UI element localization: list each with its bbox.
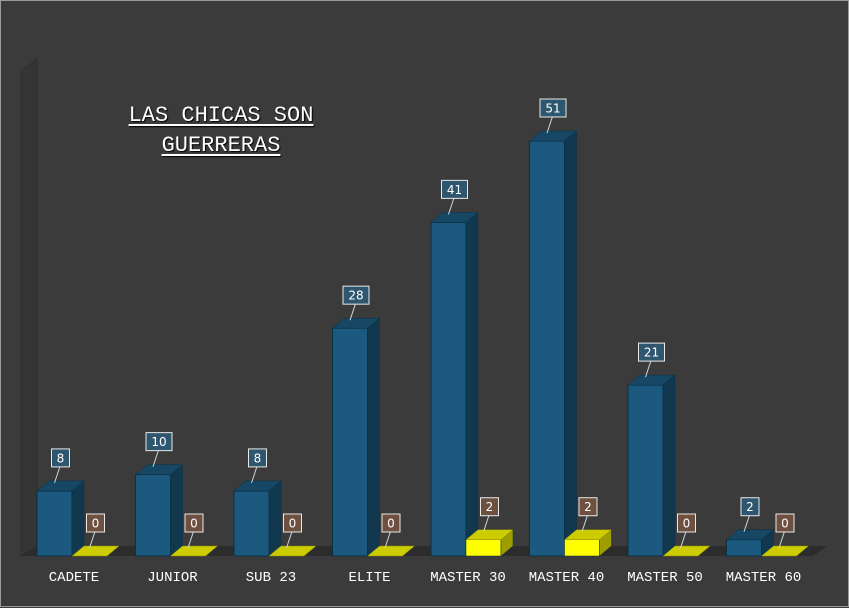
data-label-1-4: 2 bbox=[486, 500, 494, 514]
bar-0-0 bbox=[36, 490, 73, 557]
leader-0-6 bbox=[645, 358, 652, 378]
data-label-box-1-1 bbox=[184, 513, 204, 533]
data-label-0-1: 10 bbox=[151, 435, 166, 449]
bar-top-0-0 bbox=[36, 480, 85, 492]
bar-top-0-4 bbox=[430, 212, 479, 223]
x-tick-label-1: JUNIOR bbox=[147, 570, 198, 586]
data-label-1-1: 0 bbox=[190, 517, 198, 531]
leader-1-1 bbox=[187, 529, 195, 549]
data-label-1-2: 0 bbox=[289, 517, 297, 531]
data-label-1-5: 2 bbox=[584, 500, 592, 514]
leader-1-6 bbox=[680, 529, 687, 549]
x-tick-label-2: SUB 23 bbox=[246, 570, 296, 586]
leader-1-5 bbox=[581, 513, 589, 532]
leader-1-2 bbox=[286, 529, 293, 549]
data-label-0-7: 2 bbox=[746, 500, 754, 514]
x-tick-label-7: MASTER 60 bbox=[726, 570, 802, 586]
data-label-box-0-4 bbox=[441, 179, 468, 199]
leader-0-7 bbox=[743, 513, 751, 532]
x-tick-label-6: MASTER 50 bbox=[627, 570, 703, 586]
x-tick-label-4: MASTER 30 bbox=[430, 570, 506, 586]
bar-top-1-4 bbox=[465, 529, 514, 540]
bar-top-1-5 bbox=[563, 529, 613, 540]
chart-floor bbox=[21, 546, 827, 556]
data-label-box-0-5 bbox=[539, 98, 567, 118]
data-label-box-1-7 bbox=[775, 513, 795, 533]
data-label-box-0-6 bbox=[638, 342, 665, 362]
data-label-0-4: 41 bbox=[447, 183, 462, 197]
bar-side-0-0 bbox=[71, 480, 85, 557]
data-label-0-5: 51 bbox=[545, 102, 560, 116]
leader-1-4 bbox=[483, 513, 490, 532]
leader-1-0 bbox=[89, 529, 96, 549]
data-label-box-0-0 bbox=[51, 448, 70, 468]
x-tick-label-0: CADETE bbox=[49, 570, 99, 586]
bar-side-0-6 bbox=[662, 374, 676, 557]
bar-1-4 bbox=[465, 539, 502, 557]
data-label-box-0-2 bbox=[248, 448, 267, 468]
leader-1-3 bbox=[384, 529, 392, 549]
bar-1-5 bbox=[564, 539, 600, 557]
data-label-1-7: 0 bbox=[781, 517, 789, 531]
back-wall-edge bbox=[20, 58, 38, 557]
data-label-box-1-5 bbox=[578, 497, 598, 517]
bar-0-4 bbox=[430, 221, 467, 557]
leader-0-4 bbox=[448, 196, 455, 215]
data-label-box-1-3 bbox=[381, 513, 401, 533]
bar-side-0-5 bbox=[564, 130, 577, 557]
bar-top-0-3 bbox=[331, 317, 381, 329]
bar-top-0-5 bbox=[528, 130, 578, 142]
bar-top-1-7 bbox=[760, 545, 810, 557]
data-label-box-0-1 bbox=[145, 432, 173, 452]
chart-title: LAS CHICAS SON GUERRERAS bbox=[128, 103, 314, 158]
data-label-0-3: 28 bbox=[348, 289, 363, 303]
data-label-box-1-6 bbox=[677, 513, 696, 533]
data-label-box-1-2 bbox=[283, 513, 302, 533]
leader-0-2 bbox=[251, 464, 258, 484]
leader-0-3 bbox=[349, 301, 357, 321]
bar-0-7 bbox=[726, 539, 762, 557]
bar-0-2 bbox=[233, 490, 270, 557]
data-label-0-2: 8 bbox=[254, 451, 262, 465]
bar-top-0-2 bbox=[233, 480, 282, 492]
bar-0-3 bbox=[332, 327, 368, 557]
leader-0-0 bbox=[54, 464, 61, 484]
data-label-box-0-7 bbox=[740, 497, 760, 517]
bar-top-1-3 bbox=[366, 545, 416, 557]
bar-top-1-2 bbox=[268, 545, 317, 557]
bar-top-0-7 bbox=[725, 529, 775, 540]
bar-top-1-1 bbox=[169, 545, 219, 557]
data-label-0-6: 21 bbox=[644, 346, 659, 360]
x-tick-label-5: MASTER 40 bbox=[529, 570, 605, 586]
data-label-1-0: 0 bbox=[92, 517, 100, 531]
bar-side-0-2 bbox=[268, 480, 282, 557]
data-label-box-1-0 bbox=[86, 513, 105, 533]
leader-0-5 bbox=[546, 114, 554, 134]
bar-side-0-4 bbox=[465, 211, 479, 557]
data-label-0-0: 8 bbox=[57, 451, 65, 465]
leader-1-7 bbox=[778, 529, 786, 549]
bar-top-1-0 bbox=[71, 545, 120, 557]
data-label-box-1-4 bbox=[480, 497, 499, 517]
bar-0-6 bbox=[627, 384, 664, 557]
data-label-1-3: 0 bbox=[387, 517, 395, 531]
bar-0-5 bbox=[529, 140, 565, 557]
leader-0-1 bbox=[152, 448, 160, 467]
data-label-box-0-3 bbox=[342, 285, 370, 305]
bar-top-1-6 bbox=[662, 545, 711, 557]
x-tick-label-3: ELITE bbox=[348, 570, 390, 586]
bar-side-0-1 bbox=[170, 464, 183, 557]
bar-side-0-3 bbox=[367, 317, 380, 557]
bar-top-0-1 bbox=[134, 464, 184, 475]
data-label-1-6: 0 bbox=[683, 517, 691, 531]
bar-0-1 bbox=[135, 474, 171, 557]
bar-top-0-6 bbox=[627, 374, 676, 386]
